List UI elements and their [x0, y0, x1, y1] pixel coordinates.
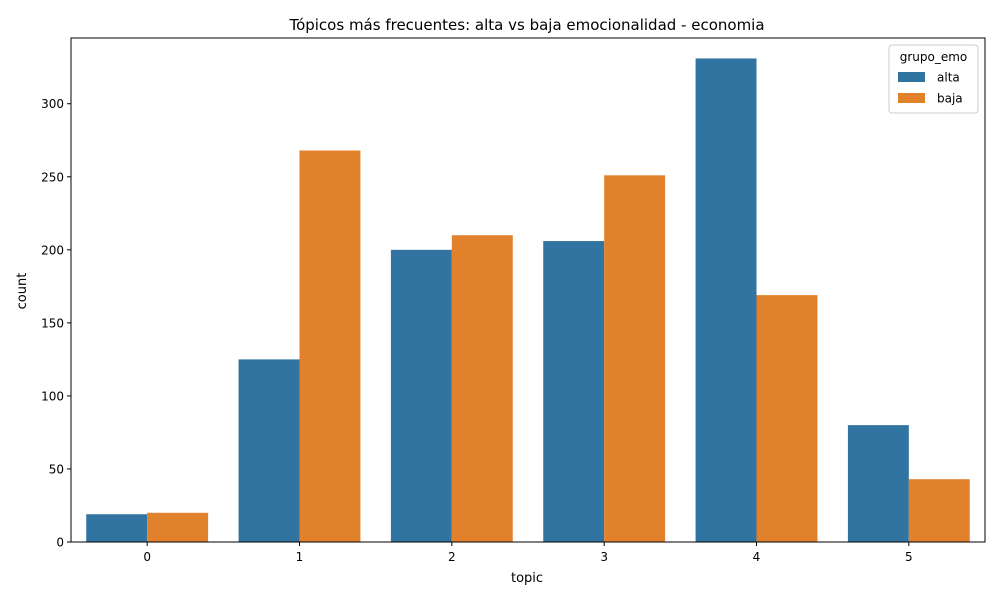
- x-tick-label: 0: [143, 550, 151, 564]
- y-axis-label: count: [15, 273, 30, 310]
- legend-swatch-alta: [898, 72, 925, 82]
- bars-group: [86, 58, 970, 543]
- y-tick-label: 250: [41, 170, 64, 184]
- x-tick-label: 1: [296, 550, 304, 564]
- bar-alta-topic-3: [543, 241, 605, 542]
- x-axis-label: topic: [511, 571, 543, 586]
- bar-baja-topic-2: [451, 235, 513, 542]
- y-tick-label: 200: [41, 243, 64, 257]
- legend-label-baja: baja: [937, 92, 963, 106]
- bar-alta-topic-5: [847, 425, 909, 542]
- x-tick-label: 3: [600, 550, 608, 564]
- chart-title: Tópicos más frecuentes: alta vs baja emo…: [288, 16, 764, 34]
- legend-title: grupo_emo: [900, 50, 968, 64]
- y-tick-label: 50: [49, 462, 64, 476]
- y-tick-label: 300: [41, 97, 64, 111]
- x-tick-label: 5: [905, 550, 913, 564]
- legend-swatch-baja: [898, 93, 925, 103]
- bar-baja-topic-1: [299, 150, 361, 543]
- bar-alta-topic-2: [390, 249, 452, 542]
- bar-baja-topic-5: [908, 479, 970, 542]
- bar-alta-topic-1: [238, 359, 300, 542]
- bar-baja-topic-3: [604, 175, 666, 542]
- bar-alta-topic-4: [695, 58, 757, 542]
- bar-baja-topic-0: [147, 512, 209, 542]
- bar-baja-topic-4: [756, 295, 818, 542]
- legend-label-alta: alta: [937, 71, 960, 85]
- x-axis: 0 1 2 3 4 5: [143, 542, 913, 564]
- y-axis: 0 50 100 150 200 250 300: [41, 97, 71, 550]
- y-tick-label: 150: [41, 316, 64, 330]
- plot-frame: [70, 37, 986, 543]
- y-tick-label: 100: [41, 389, 64, 403]
- y-tick-label: 0: [56, 536, 64, 550]
- bar-alta-topic-0: [86, 514, 148, 542]
- x-tick-label: 2: [448, 550, 456, 564]
- x-tick-label: 4: [753, 550, 761, 564]
